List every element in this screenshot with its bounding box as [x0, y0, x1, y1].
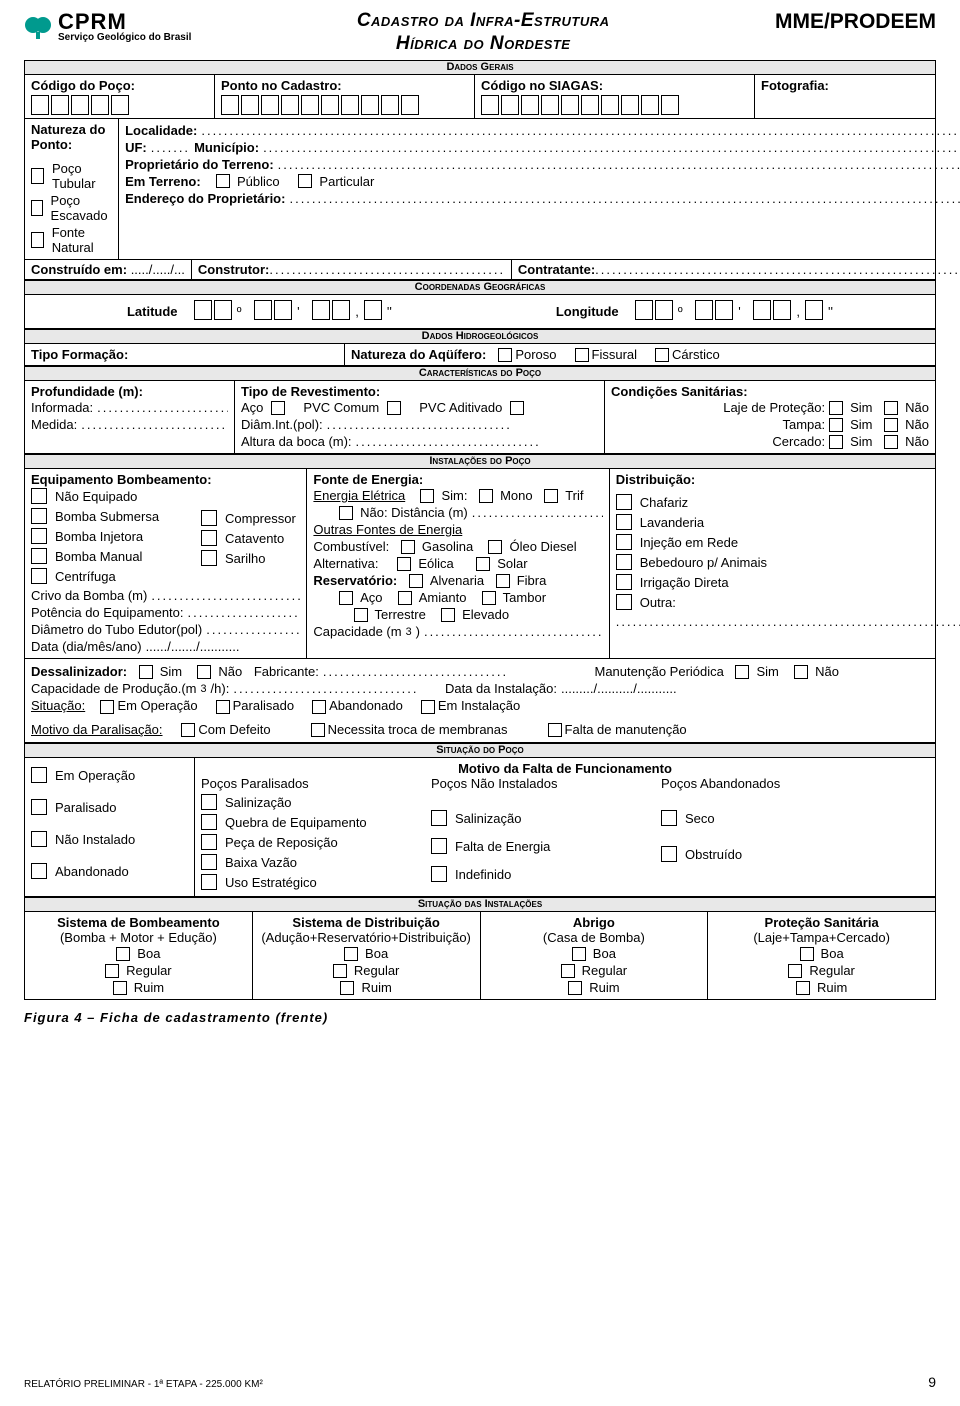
- section-instalacoes: Instalações do Poço: [25, 454, 935, 469]
- footer-left: RELATÓRIO PRELIMINAR - 1ª ETAPA - 225.00…: [24, 1379, 263, 1390]
- diam-field[interactable]: [327, 417, 598, 432]
- tipo-formacao-label: Tipo Formação:: [31, 347, 128, 362]
- diam-label: Diâm.Int.(pol):: [241, 417, 323, 432]
- section-coordenadas: Coordenadas Geográficas: [25, 280, 935, 295]
- sit-poco-left[interactable]: Em OperaçãoParalisadoNão InstaladoAbando…: [25, 758, 195, 896]
- particular-checkbox[interactable]: [298, 174, 312, 188]
- situacao-opts[interactable]: Em OperaçãoParalisadoAbandonadoEm Instal…: [100, 698, 538, 714]
- publico-label: Público: [237, 174, 280, 189]
- section-hidro: Dados Hidrogeológicos: [25, 329, 935, 344]
- sit-col3[interactable]: SecoObstruído: [661, 793, 929, 893]
- altura-label: Altura da boca (m):: [241, 434, 352, 449]
- codigo-poco-label: Código do Poço:: [31, 78, 208, 93]
- motivo-paralisacao-label: Motivo da Paralisação:: [31, 722, 163, 737]
- section-caracteristicas: Características do Poço: [25, 366, 935, 381]
- construtor-label: Construtor:: [198, 262, 270, 277]
- em-terreno-label: Em Terreno:: [125, 174, 201, 189]
- section-sit-inst: Situação das Instalações: [25, 897, 935, 912]
- revestimento-opts[interactable]: AçoPVC ComumPVC Aditivado: [241, 399, 598, 416]
- endereco-label: Endereço do Proprietário:: [125, 191, 285, 206]
- longitude-label: Longitude: [556, 304, 619, 319]
- data-label: Data (dia/mês/ano): [31, 639, 142, 654]
- informada-label: Informada:: [31, 400, 93, 415]
- latitude-group[interactable]: Latitude º ' , '': [127, 299, 392, 324]
- codigo-siagas-label: Código no SIAGAS:: [481, 78, 748, 93]
- condicoes-rows[interactable]: Laje de Proteção:Sim NãoTampa:Sim NãoCer…: [611, 399, 929, 450]
- medida-label: Medida:: [31, 417, 77, 432]
- ponto-cadastro-label: Ponto no Cadastro:: [221, 78, 468, 93]
- col-paralisados-header: Poços Paralisados: [201, 776, 431, 791]
- sit-col1[interactable]: SalinizaçãoQuebra de EquipamentoPeça de …: [201, 793, 431, 893]
- diam-tubo-label: Diâmetro do Tubo Edutor(pol): [31, 622, 202, 637]
- section-sit-poco: Situação do Poço: [25, 743, 935, 758]
- title-line-2: Hídrica do Nordeste: [357, 33, 610, 56]
- figure-caption: Figura 4 – Ficha de cadastramento (frent…: [24, 1010, 936, 1025]
- background-map: [540, 1056, 960, 1396]
- medida-field[interactable]: [81, 417, 228, 432]
- logo-icon: [24, 13, 52, 41]
- logo-tagline: Serviço Geológico do Brasil: [58, 33, 191, 44]
- motivo-falta-label: Motivo da Falta de Funcionamento: [201, 761, 929, 776]
- motivo-opts[interactable]: Com DefeitoNecessita troca de membranasF…: [181, 722, 726, 738]
- situacao-label: Situação:: [31, 698, 85, 713]
- fonte-energia-label: Fonte de Energia:: [313, 472, 602, 487]
- longitude-group[interactable]: Longitude º ' , '': [556, 299, 833, 324]
- section-dados-gerais: Dados Gerais: [25, 61, 935, 75]
- codigo-siagas-boxes[interactable]: [481, 95, 748, 115]
- uf-label: UF:: [125, 140, 147, 155]
- municipio-label: Município:: [194, 140, 259, 155]
- title-line-1: Cadastro da Infra-Estrutura: [357, 10, 610, 33]
- natureza-opts[interactable]: Poço TubularPoço EscavadoFonte Natural: [31, 160, 112, 256]
- energia-eletrica-label: Energia Elétrica: [313, 488, 405, 503]
- condicoes-label: Condições Sanitárias:: [611, 384, 929, 399]
- ponto-cadastro-boxes[interactable]: [221, 95, 468, 115]
- dessal-label: Dessalinizador:: [31, 664, 127, 679]
- contratante-field[interactable]: [595, 262, 960, 277]
- proprietario-field[interactable]: [278, 157, 960, 172]
- natureza-aquifero-label: Natureza do Aqüífero:: [351, 347, 486, 362]
- localidade-field[interactable]: [201, 123, 960, 138]
- distribuicao-label: Distribuição:: [616, 472, 960, 487]
- form-container: Dados Gerais Código do Poço: Ponto no Ca…: [24, 60, 936, 1001]
- fotografia-label: Fotografia:: [761, 78, 929, 93]
- natureza-aquifero-opts[interactable]: PorosoFissuralCárstico: [498, 347, 737, 363]
- altura-field[interactable]: [356, 434, 598, 449]
- contratante-label: Contratante:: [518, 262, 595, 277]
- localidade-label: Localidade:: [125, 123, 197, 138]
- municipio-field[interactable]: [263, 140, 960, 155]
- logo: CPRM Serviço Geológico do Brasil: [24, 10, 191, 44]
- publico-checkbox[interactable]: [216, 174, 230, 188]
- construido-field[interactable]: ...../...../...: [131, 262, 185, 277]
- particular-label: Particular: [319, 174, 374, 189]
- mme-label: MME/PRODEEM: [775, 10, 936, 34]
- potencia-label: Potência do Equipamento:: [31, 605, 184, 620]
- natureza-ponto-label: Natureza do Ponto:: [31, 122, 112, 152]
- outras-fontes-label: Outras Fontes de Energia: [313, 522, 462, 537]
- col-nao-instalados-header: Poços Não Instalados: [431, 776, 661, 791]
- form-title: Cadastro da Infra-Estrutura Hídrica do N…: [357, 10, 610, 56]
- construido-label: Construído em:: [31, 262, 127, 277]
- crivo-label: Crivo da Bomba (m): [31, 588, 147, 603]
- logo-name: CPRM: [58, 10, 191, 33]
- construtor-field[interactable]: [269, 262, 505, 277]
- endereco-field[interactable]: [289, 191, 960, 206]
- equip-col1[interactable]: Não EquipadoBomba SubmersaBomba Injetora…: [31, 487, 201, 587]
- col-abandonados-header: Poços Abandonados: [661, 776, 929, 791]
- sit-inst-groups: Sistema de Bombeamento(Bomba + Motor + E…: [25, 912, 935, 999]
- distribuicao-opts[interactable]: ChafarizLavanderiaInjeção em RedeBebedou…: [616, 493, 960, 613]
- latitude-label: Latitude: [127, 304, 178, 319]
- informada-field[interactable]: [97, 400, 228, 415]
- codigo-poco-boxes[interactable]: [31, 95, 208, 115]
- equipamento-label: Equipamento Bombeamento:: [31, 472, 300, 487]
- profundidade-label: Profundidade (m):: [31, 384, 228, 399]
- proprietario-label: Proprietário do Terreno:: [125, 157, 274, 172]
- sit-col2[interactable]: SalinizaçãoFalta de EnergiaIndefinido: [431, 793, 661, 893]
- equip-col2[interactable]: CompressorCataventoSarilho: [201, 509, 296, 587]
- page-number: 9: [928, 1374, 936, 1390]
- tipo-revestimento-label: Tipo de Revestimento:: [241, 384, 598, 399]
